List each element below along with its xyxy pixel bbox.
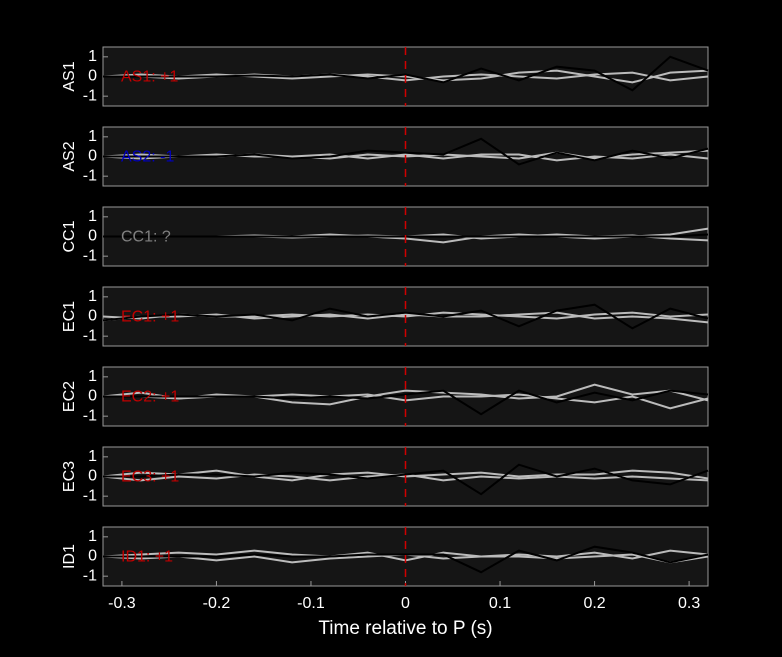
x-tick-label: 0 [401, 595, 410, 612]
trace [103, 463, 709, 496]
trace [103, 389, 709, 416]
trace [103, 55, 709, 92]
annotation: EC3: +1 [121, 469, 179, 486]
y-axis-label: CC1 [61, 220, 78, 252]
y-tick-label: -1 [83, 87, 97, 104]
x-tick-label: 0.1 [489, 595, 511, 612]
y-tick-label: 0 [88, 388, 97, 405]
annotation: ID1: +1 [121, 549, 173, 566]
y-tick-label: 1 [88, 288, 97, 305]
y-tick-label: 1 [88, 48, 97, 65]
y-tick-label: 1 [88, 448, 97, 465]
annotation: EC2: +1 [121, 389, 179, 406]
x-axis-label: Time relative to P (s) [318, 618, 492, 639]
x-tick-label: 0.3 [678, 595, 700, 612]
x-tick-label: 0.2 [583, 595, 605, 612]
y-tick-label: -1 [83, 167, 97, 184]
y-tick-label: -1 [83, 247, 97, 264]
y-tick-label: -1 [83, 327, 97, 344]
trace [103, 545, 709, 574]
annotation: AS2: -1 [121, 149, 174, 166]
x-tick-label: -0.3 [108, 595, 136, 612]
annotation: EC1: +1 [121, 309, 179, 326]
y-tick-label: 0 [88, 468, 97, 485]
y-tick-label: -1 [83, 407, 97, 424]
y-tick-label: 0 [88, 228, 97, 245]
y-axis-label: EC3 [61, 461, 78, 492]
y-tick-label: -1 [83, 567, 97, 584]
y-tick-label: 0 [88, 68, 97, 85]
y-axis-label: AS1 [61, 61, 78, 91]
y-tick-label: 0 [88, 148, 97, 165]
trace [102, 303, 709, 330]
y-axis-label: AS2 [61, 141, 78, 171]
trace [103, 137, 709, 166]
y-tick-label: 1 [88, 128, 97, 145]
y-axis-label: EC2 [61, 381, 78, 412]
y-axis-label: ID1 [61, 544, 78, 569]
y-tick-label: 0 [88, 548, 97, 565]
y-axis-label: EC1 [61, 301, 78, 332]
y-tick-label: -1 [83, 487, 97, 504]
y-tick-label: 1 [88, 208, 97, 225]
x-tick-label: -0.1 [297, 595, 325, 612]
x-tick-label: -0.2 [203, 595, 231, 612]
annotation: CC1: ? [121, 229, 171, 246]
y-tick-label: 0 [88, 308, 97, 325]
annotation: AS1: +1 [121, 69, 178, 86]
y-tick-label: 1 [88, 368, 97, 385]
y-tick-label: 1 [88, 528, 97, 545]
